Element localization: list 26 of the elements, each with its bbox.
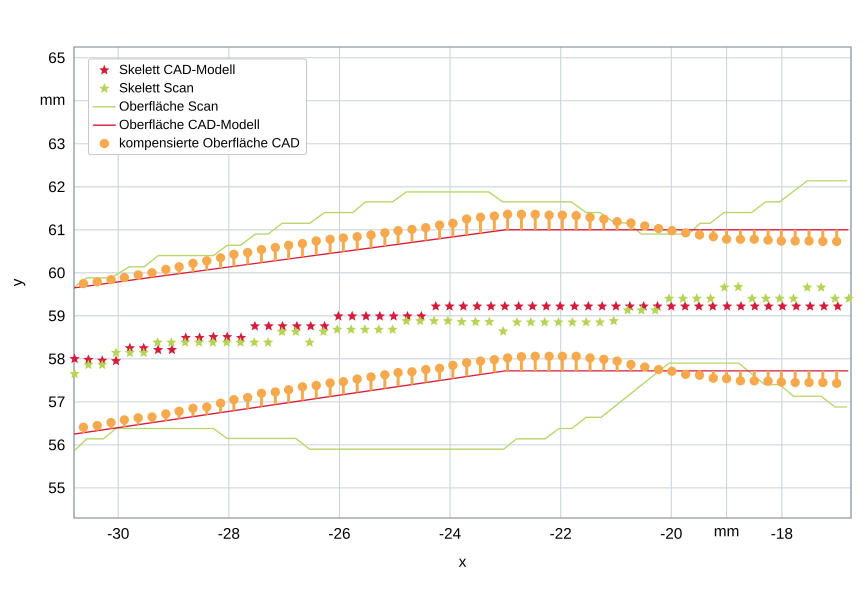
- y-tick-label: 63: [49, 138, 65, 150]
- x-tick-label: -22: [550, 528, 571, 539]
- y-tick-label: 61: [49, 224, 65, 236]
- y-tick-label: mm: [40, 96, 64, 105]
- y-tick-label: 57: [48, 396, 65, 408]
- legend-label: kompensierte Oberfläche CAD: [120, 138, 300, 150]
- legend-label: Skelett CAD-Modell: [120, 64, 234, 74]
- x-tick-label: -24: [440, 528, 461, 539]
- y-tick-label: 62: [49, 181, 65, 192]
- x-tick-label: -28: [218, 528, 240, 539]
- x-tick-label: -30: [108, 528, 129, 539]
- x-tick-label: -18: [771, 528, 792, 539]
- legend-label: Oberfläche CAD-Modell: [120, 119, 259, 130]
- y-tick-label: 58: [48, 353, 65, 364]
- y-tick-label: 55: [48, 482, 65, 494]
- x-tick-label: -20: [660, 528, 682, 539]
- legend-label: Oberfläche Scan: [120, 101, 218, 111]
- legend-label: Skelett Scan: [120, 82, 193, 92]
- y-tick-label: 65: [49, 52, 65, 64]
- y-axis-title: y: [14, 278, 26, 286]
- x-tick-label: -26: [329, 528, 350, 539]
- x-axis-title: x: [458, 558, 466, 567]
- x-tick-label: mm: [714, 528, 738, 536]
- y-tick-label: 56: [48, 439, 65, 450]
- y-tick-label: 59: [48, 310, 65, 322]
- y-tick-label: 60: [49, 267, 65, 278]
